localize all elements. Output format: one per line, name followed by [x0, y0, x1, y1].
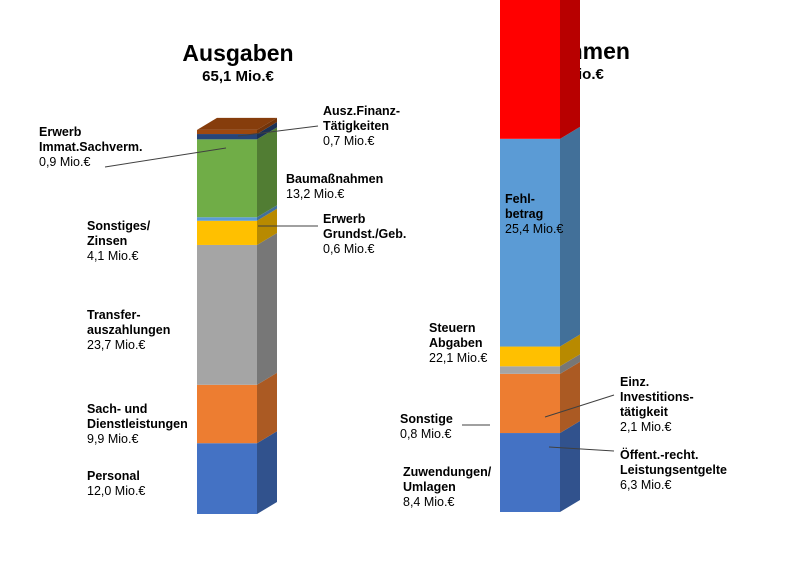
bar-einnahmen-fehl-betrag: [500, 0, 560, 139]
bar-side-einnahmen-fehl-betrag: [560, 0, 580, 139]
leader-line-einnahmen-ffent-recht-leistungsentgelte: [548, 446, 615, 452]
chart-total-ausgaben: 65,1 Mio.€: [202, 68, 274, 85]
segment-label-einnahmen-zuwendungen-umlagen: Zuwendungen/Umlagen 8,4 Mio.€: [403, 465, 492, 509]
segment-label-ausgaben-ausz-finanz-t-tigkeiten: Ausz.Finanz-Tätigkeiten 0,7 Mio.€: [323, 104, 400, 148]
bar-side-einnahmen-ffent-recht-leistungsentgelte: [560, 361, 580, 434]
segment-label-einnahmen-fehl-betrag: Fehl-betrag 25,4 Mio.€: [505, 192, 563, 236]
segment-label-ausgaben-sonstiges-zinsen: Sonstiges/Zinsen 4,1 Mio.€: [87, 219, 151, 263]
bar-einnahmen-sonstige: [500, 366, 560, 374]
segment-label-ausgaben-transfer-auszahlungen: Transfer-auszahlungen 23,7 Mio.€: [87, 308, 170, 352]
leader-line-ausgaben-erwerb-immat-sachverm: [104, 147, 227, 168]
bar-side-ausgaben-bauma-nahmen: [257, 127, 277, 218]
segment-label-ausgaben-personal: Personal 12,0 Mio.€: [87, 469, 145, 498]
bar-ausgaben-sonstiges-zinsen: [197, 220, 257, 245]
leader-line-einnahmen-einz-investitions-t-tigkeit: [544, 394, 615, 418]
bar-einnahmen-zuwendungen-umlagen: [500, 433, 560, 512]
segment-label-ausgaben-bauma-nahmen: Baumaßnahmen 13,2 Mio.€: [286, 172, 383, 201]
bar-ausgaben-erwerb-grundst-geb: [197, 217, 257, 221]
bar-ausgaben-personal: [197, 443, 257, 514]
bar-einnahmen-ffent-recht-leistungsentgelte: [500, 373, 560, 434]
bar-ausgaben-transfer-auszahlungen: [197, 244, 257, 385]
segment-label-einnahmen-sonstige: Sonstige 0,8 Mio.€: [400, 412, 453, 441]
chart-title-ausgaben: Ausgaben: [182, 40, 293, 66]
bar-ausgaben-ausz-finanz-t-tigkeiten: [197, 129, 257, 135]
bar-side-ausgaben-ausz-finanz-t-tigkeiten: [257, 117, 277, 135]
segment-label-ausgaben-erwerb-immat-sachverm: Erwerb Immat.Sachverm. 0,9 Mio.€: [39, 125, 143, 169]
bar-side-ausgaben-personal: [257, 431, 277, 514]
leader-line-ausgaben-ausz-finanz-t-tigkeiten: [237, 125, 319, 137]
bar-side-einnahmen-zuwendungen-umlagen: [560, 421, 580, 512]
bar-side-einnahmen-einz-investitions-t-tigkeit: [560, 334, 580, 367]
segment-label-einnahmen-ffent-recht-leistungsentgelte: Öffent.-recht. Leistungsentgelte 6,3 Mio.€: [620, 447, 727, 492]
bar-einnahmen-einz-investitions-t-tigkeit: [500, 346, 560, 367]
bar-side-ausgaben-sonstiges-zinsen: [257, 208, 277, 245]
bar-side-ausgaben-transfer-auszahlungen: [257, 232, 277, 385]
bar-ausgaben-bauma-nahmen: [197, 139, 257, 218]
segment-label-ausgaben-sach-und-dienstleistungen: Sach- und Dienstleistungen 9,9 Mio.€: [87, 402, 188, 446]
segment-label-ausgaben-erwerb-grundst-geb: Erwerb Grundst./Geb. 0,6 Mio.€: [323, 212, 406, 256]
bar-side-ausgaben-sach-und-dienstleistungen: [257, 372, 277, 444]
bar-einnahmen-steuern-abgaben: [500, 138, 560, 347]
bar-side-einnahmen-sonstige: [560, 354, 580, 374]
bar-top-ausgaben-ausz-finanz-t-tigkeiten: [197, 117, 277, 130]
segment-label-einnahmen-einz-investitions-t-tigkeit: Einz. Investitions-tätigkeit 2,1 Mio.€: [620, 375, 694, 434]
bar-side-ausgaben-erwerb-immat-sachverm: [257, 122, 277, 140]
segment-label-einnahmen-steuern-abgaben: Steuern Abgaben 22,1 Mio.€: [429, 321, 487, 365]
bar-side-ausgaben-erwerb-grundst-geb: [257, 205, 277, 221]
bar-ausgaben-erwerb-immat-sachverm: [197, 134, 257, 140]
bar-side-einnahmen-steuern-abgaben: [560, 126, 580, 347]
bar-ausgaben-sach-und-dienstleistungen: [197, 384, 257, 444]
